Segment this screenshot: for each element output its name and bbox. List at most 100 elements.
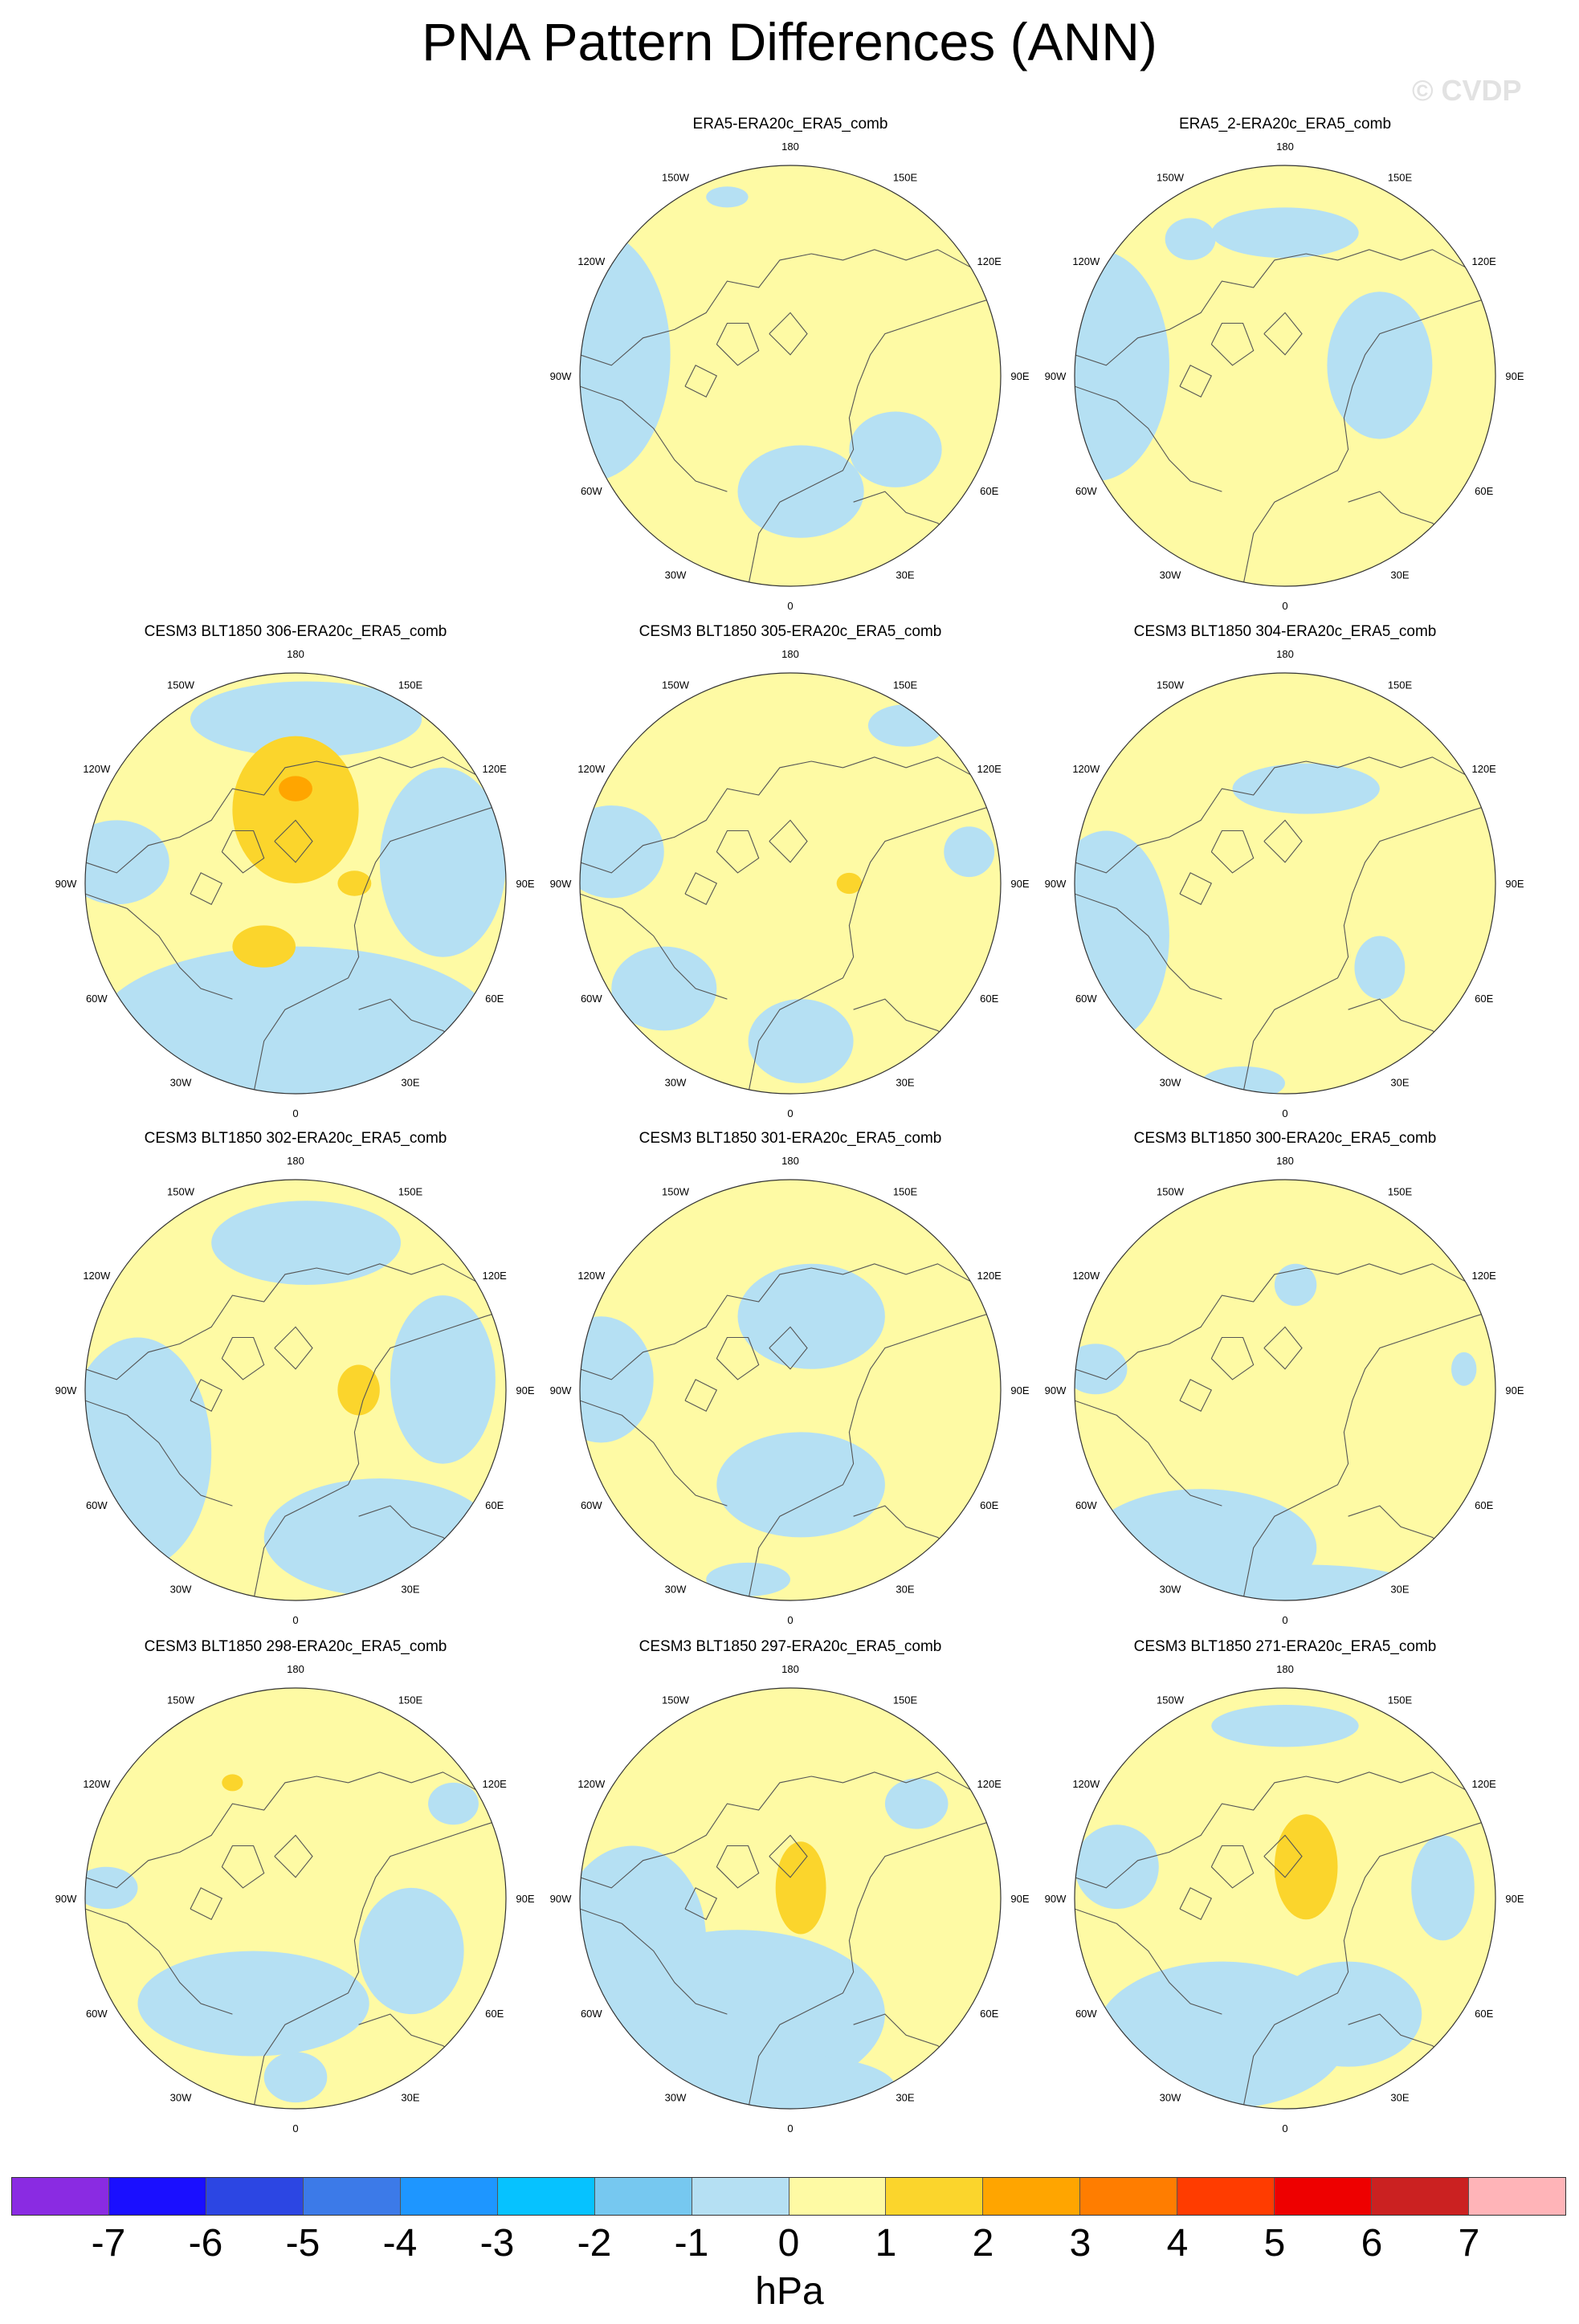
coastline [85, 1263, 506, 1380]
coastline [1075, 1400, 1222, 1507]
longitude-label: 0 [787, 1614, 793, 1626]
colorbar-tick-label: -3 [479, 2222, 515, 2265]
colorbar [11, 2177, 1566, 2216]
longitude-label: 150W [167, 1185, 195, 1197]
coastline [716, 1845, 760, 1889]
longitude-label: 30W [170, 1077, 192, 1089]
polar-map: 180 150E 120E 90E 60E 30E 0 30W 60W 90W 120W 150W [550, 648, 1030, 1119]
longitude-label: 60E [485, 1499, 504, 1511]
longitude-label: 180 [781, 1663, 799, 1675]
longitude-label: 120W [577, 763, 606, 775]
map-border [1074, 1179, 1496, 1601]
longitude-label: 150E [1388, 171, 1413, 183]
longitude-label: 30E [896, 569, 914, 581]
longitude-label: 150W [662, 1694, 690, 1706]
map-disc [580, 1180, 1001, 1600]
longitude-label: 60W [86, 1499, 108, 1511]
longitude-label: 150E [893, 1694, 918, 1706]
longitude-label: 30E [1390, 2092, 1409, 2104]
map-border [84, 1687, 507, 2110]
longitude-label: 30E [896, 2092, 914, 2104]
longitude-label: 120W [83, 1270, 111, 1282]
negative-anomaly-region [428, 1782, 479, 1825]
colorbar-unit-label: hPa [755, 2270, 824, 2313]
colorbar-tick-label: 7 [1458, 2222, 1480, 2265]
coastline [684, 365, 718, 398]
map-disc [1075, 165, 1495, 586]
colorbar-swatch [108, 2178, 206, 2215]
longitude-label: 150E [1388, 1694, 1413, 1706]
coastline [580, 756, 1001, 874]
map-border [1074, 1687, 1496, 2110]
longitude-label: 0 [292, 1614, 298, 1626]
coastline [1263, 819, 1303, 863]
colorbar-swatch [983, 2178, 1081, 2215]
coastline [1075, 1908, 1222, 2015]
longitude-label: 30W [665, 2092, 687, 2104]
coastline [1179, 1379, 1213, 1412]
coastline [580, 1908, 728, 2015]
negative-anomaly-region [1211, 207, 1359, 259]
coastline [1263, 312, 1303, 356]
longitude-label: 30E [1390, 1077, 1409, 1089]
longitude-label: 150W [167, 1694, 195, 1706]
coastline [684, 1379, 718, 1412]
colorbar-tick-label: -2 [577, 2222, 612, 2265]
longitude-label: 90W [1045, 1893, 1067, 1905]
colorbar-tick-label: -4 [382, 2222, 418, 2265]
coastline [684, 1887, 718, 1920]
longitude-label: 90E [516, 1893, 534, 1905]
longitude-label: 60W [581, 993, 602, 1005]
negative-anomaly-region [96, 946, 496, 1094]
coastline [1242, 295, 1495, 586]
colorbar-swatch [1080, 2178, 1178, 2215]
coastline [716, 322, 760, 366]
coastline [85, 1400, 233, 1507]
longitude-label: 0 [292, 2122, 298, 2134]
longitude-label: 0 [1282, 2122, 1287, 2134]
negative-anomaly-region [884, 1778, 949, 1829]
longitude-label: 120E [1471, 1778, 1496, 1790]
colorbar-tick-label: 6 [1361, 2222, 1383, 2265]
longitude-label: 30W [665, 1077, 687, 1089]
longitude-label: 180 [287, 1663, 304, 1675]
colorbar-swatch [1275, 2178, 1373, 2215]
colorbar-swatch [497, 2178, 595, 2215]
longitude-label: 30W [665, 1584, 687, 1596]
panel-title: CESM3 BLT1850 304-ERA20c_ERA5_comb [1133, 623, 1437, 640]
longitude-label: 90W [1045, 878, 1067, 890]
negative-anomaly-region [1450, 1352, 1477, 1386]
coastline [85, 756, 506, 874]
longitude-label: 150E [1388, 1185, 1413, 1197]
colorbar-tick-label: -1 [674, 2222, 709, 2265]
coastline [580, 1772, 1001, 1889]
longitude-label: 120W [1072, 1778, 1100, 1790]
longitude-label: 150W [662, 1185, 690, 1197]
longitude-label: 30W [1160, 1584, 1181, 1596]
negative-anomaly-region [190, 681, 422, 757]
panel-title: CESM3 BLT1850 300-ERA20c_ERA5_comb [1133, 1130, 1437, 1147]
coastline [769, 1834, 808, 1878]
polar-map: 180 150E 120E 90E 60E 30E 0 30W 60W 90W 120W 150W [1045, 141, 1524, 612]
longitude-label: 0 [787, 2122, 793, 2134]
longitude-label: 30E [401, 2092, 419, 2104]
coastline [274, 1834, 313, 1878]
longitude-label: 90W [1045, 370, 1067, 382]
longitude-label: 180 [781, 1155, 799, 1167]
coastline [253, 802, 506, 1094]
longitude-label: 120E [482, 1778, 507, 1790]
negative-anomaly-region [85, 1866, 138, 1910]
coastline [274, 819, 313, 863]
panel-title: CESM3 BLT1850 271-ERA20c_ERA5_comb [1133, 1638, 1437, 1655]
longitude-label: 90W [55, 1893, 77, 1905]
longitude-label: 120W [577, 255, 606, 267]
longitude-label: 120E [1471, 763, 1496, 775]
negative-anomaly-region [390, 1295, 496, 1464]
colorbar-tick-label: 3 [1069, 2222, 1091, 2265]
longitude-label: 0 [787, 1107, 793, 1119]
longitude-label: 90W [55, 1384, 77, 1396]
coastline [1075, 1263, 1495, 1380]
panel-title: ERA5_2-ERA20c_ERA5_comb [1178, 116, 1392, 133]
longitude-label: 60W [86, 993, 108, 1005]
coastline [253, 1309, 506, 1600]
